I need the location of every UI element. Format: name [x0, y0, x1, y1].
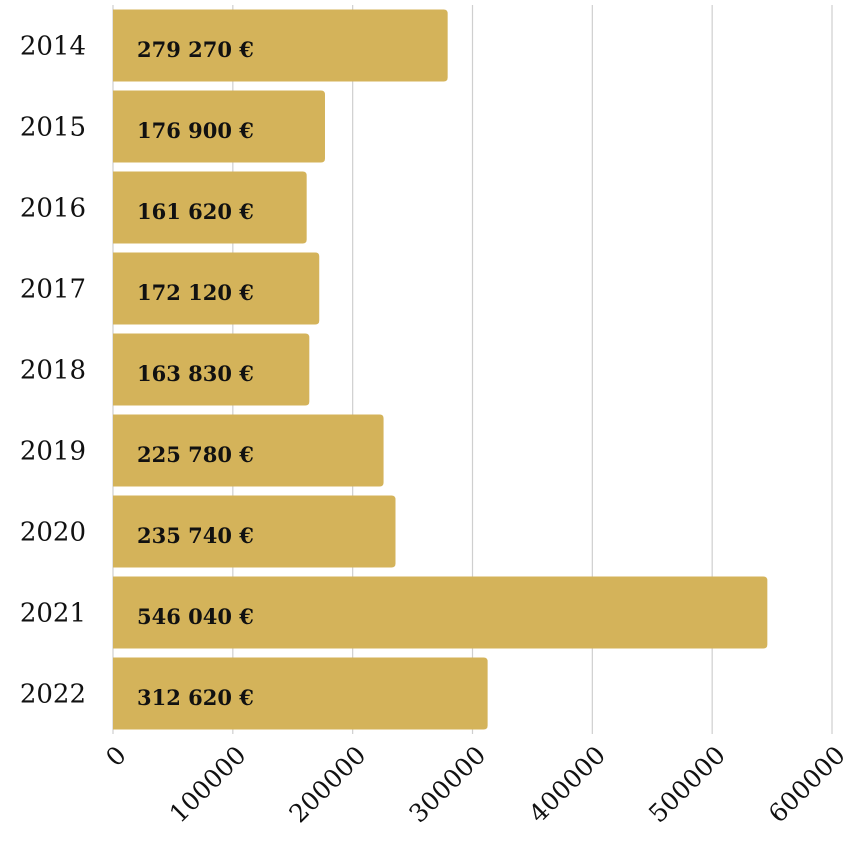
- y-tick-label: 2014: [20, 32, 86, 62]
- x-tick-label: 300000: [403, 740, 491, 828]
- value-label: 312 620 €: [137, 685, 254, 710]
- value-label: 279 270 €: [137, 37, 254, 62]
- y-tick-label: 2015: [20, 113, 86, 143]
- bar: [113, 9, 448, 82]
- bar: [113, 90, 325, 163]
- value-label: 163 830 €: [137, 361, 254, 386]
- bar: [113, 495, 396, 568]
- y-tick-label: 2017: [20, 275, 86, 305]
- y-tick-label: 2020: [20, 518, 86, 548]
- y-tick-label: 2018: [20, 356, 86, 386]
- bar: [113, 252, 320, 325]
- bar: [113, 576, 768, 649]
- y-tick-label: 2021: [20, 599, 86, 629]
- value-label: 161 620 €: [137, 199, 254, 224]
- value-label: 546 040 €: [137, 604, 254, 629]
- x-tick-label: 600000: [763, 740, 845, 828]
- bar: [113, 333, 310, 406]
- value-label: 225 780 €: [137, 442, 254, 467]
- value-label: 172 120 €: [137, 280, 254, 305]
- bar: [113, 414, 384, 487]
- bar: [113, 171, 307, 244]
- x-tick-label: 100000: [164, 740, 252, 828]
- bar: [113, 657, 488, 730]
- x-tick-label: 200000: [284, 740, 372, 828]
- value-label: 235 740 €: [137, 523, 254, 548]
- value-label: 176 900 €: [137, 118, 254, 143]
- y-tick-label: 2016: [20, 194, 86, 224]
- y-tick-label: 2019: [20, 437, 86, 467]
- x-tick-label: 0: [100, 740, 132, 772]
- x-tick-label: 400000: [523, 740, 611, 828]
- x-tick-label: 500000: [643, 740, 731, 828]
- y-tick-label: 2022: [20, 680, 86, 710]
